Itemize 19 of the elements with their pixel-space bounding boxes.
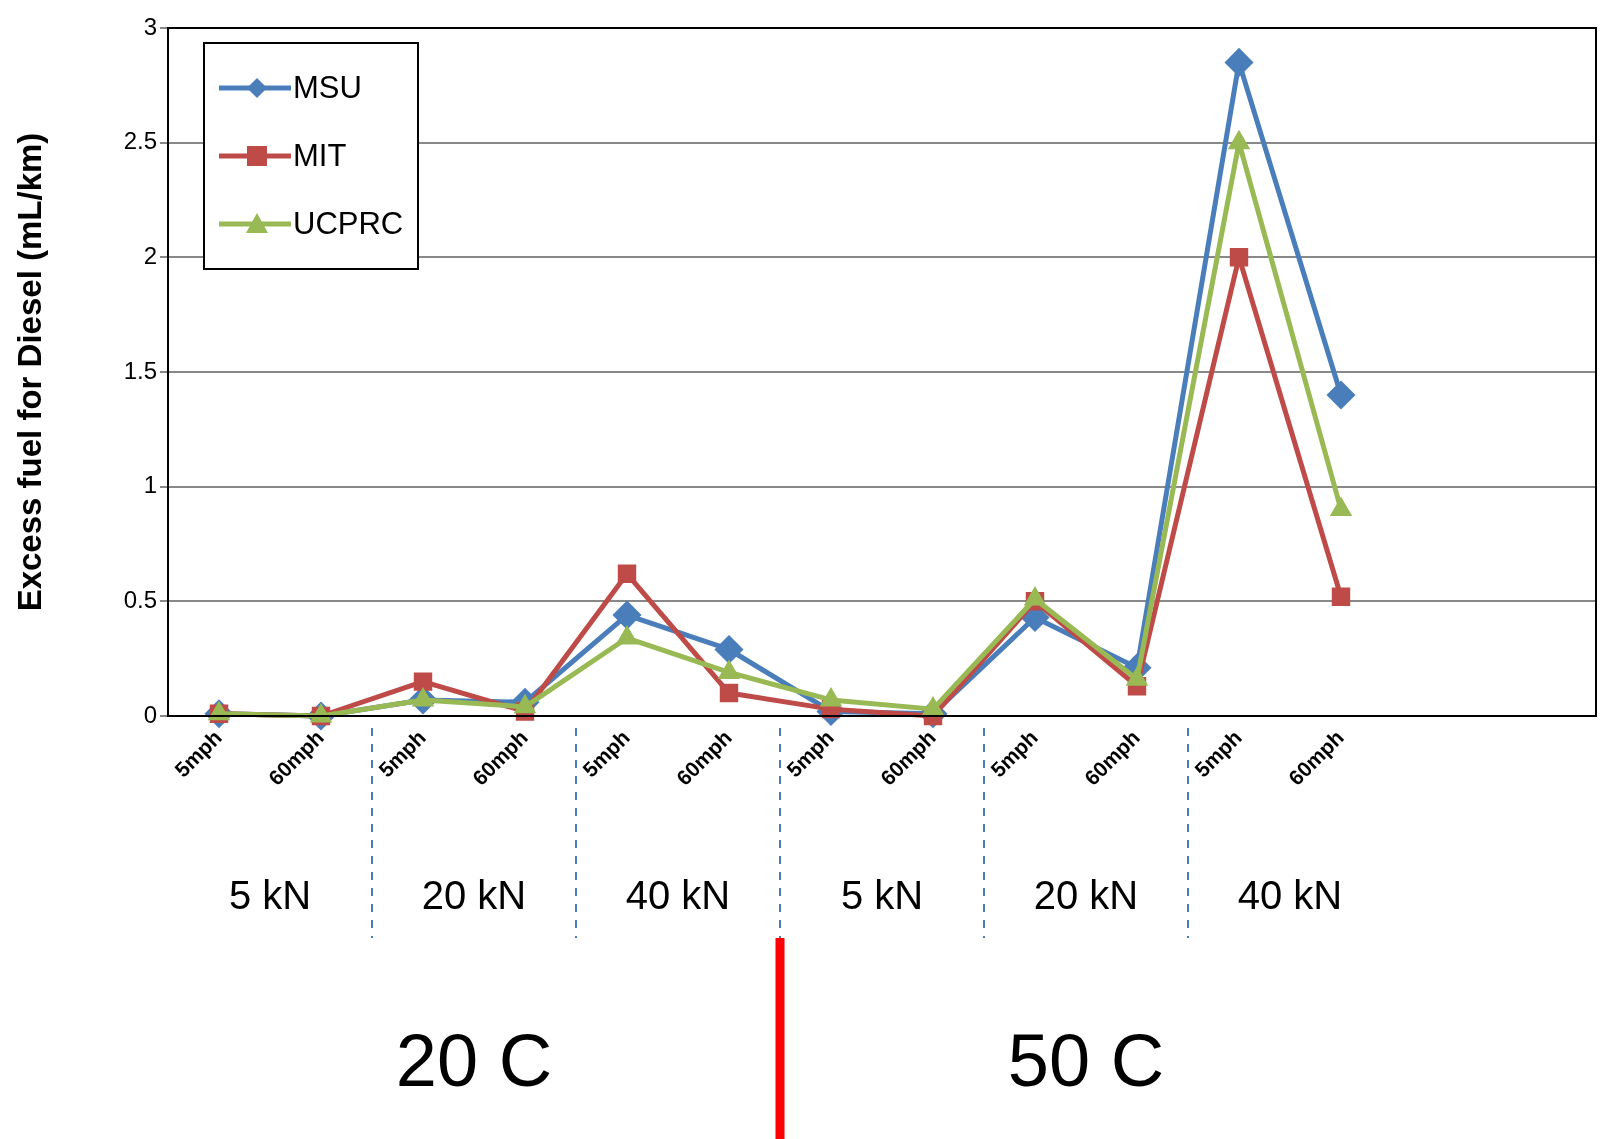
text: 20 kN xyxy=(1033,873,1139,918)
text: 40 kN xyxy=(1237,873,1343,918)
y-tick-label: 0.5 xyxy=(123,585,157,613)
y-tick-label: 0 xyxy=(143,700,157,728)
y-tick-label: 2 xyxy=(143,241,157,269)
text: 50 C xyxy=(1007,1019,1165,1103)
legend-label: MSU xyxy=(293,70,362,106)
text: 40 kN xyxy=(625,873,731,918)
text: 20 C xyxy=(395,1019,553,1103)
text: 5 kN xyxy=(228,873,312,918)
legend-label: MIT xyxy=(293,138,347,174)
text: 5 kN xyxy=(840,873,924,918)
y-axis-title: Excess fuel for Diesel (mL/km) xyxy=(10,132,48,612)
text: 20 kN xyxy=(421,873,527,918)
y-tick-label: 3 xyxy=(143,12,157,40)
legend-label: UCPRC xyxy=(293,206,404,242)
y-tick-label: 1 xyxy=(143,471,157,499)
y-tick-label: 2.5 xyxy=(123,127,157,155)
y-tick-label: 1.5 xyxy=(123,356,157,384)
